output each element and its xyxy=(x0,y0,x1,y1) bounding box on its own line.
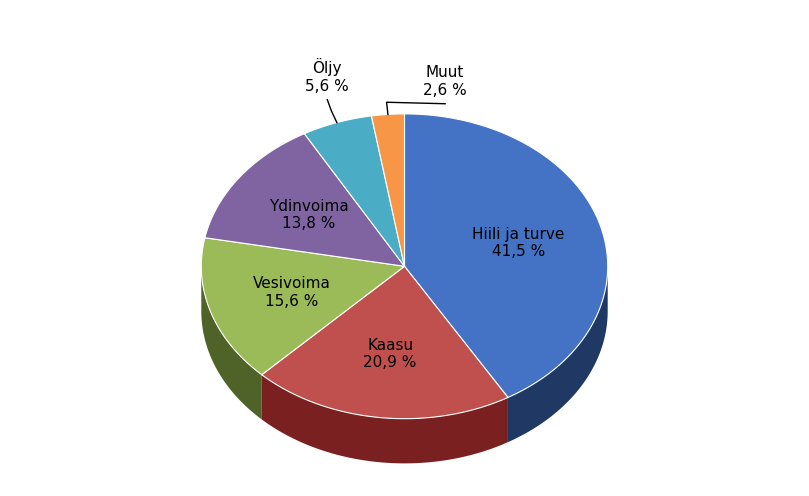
Text: Öljy
5,6 %: Öljy 5,6 % xyxy=(306,58,349,94)
Polygon shape xyxy=(262,266,508,419)
Text: Muut
2,6 %: Muut 2,6 % xyxy=(423,65,467,98)
Polygon shape xyxy=(404,114,608,397)
Text: Ydinvoima
13,8 %: Ydinvoima 13,8 % xyxy=(269,198,349,231)
Text: Hiili ja turve
41,5 %: Hiili ja turve 41,5 % xyxy=(472,227,565,259)
Polygon shape xyxy=(201,238,404,374)
Polygon shape xyxy=(262,374,508,463)
Text: Kaasu
20,9 %: Kaasu 20,9 % xyxy=(363,338,417,370)
Polygon shape xyxy=(205,134,404,266)
Polygon shape xyxy=(304,116,404,266)
Polygon shape xyxy=(201,267,262,420)
Text: Vesivoima
15,6 %: Vesivoima 15,6 % xyxy=(253,276,331,309)
Polygon shape xyxy=(508,266,608,442)
Polygon shape xyxy=(371,114,404,266)
